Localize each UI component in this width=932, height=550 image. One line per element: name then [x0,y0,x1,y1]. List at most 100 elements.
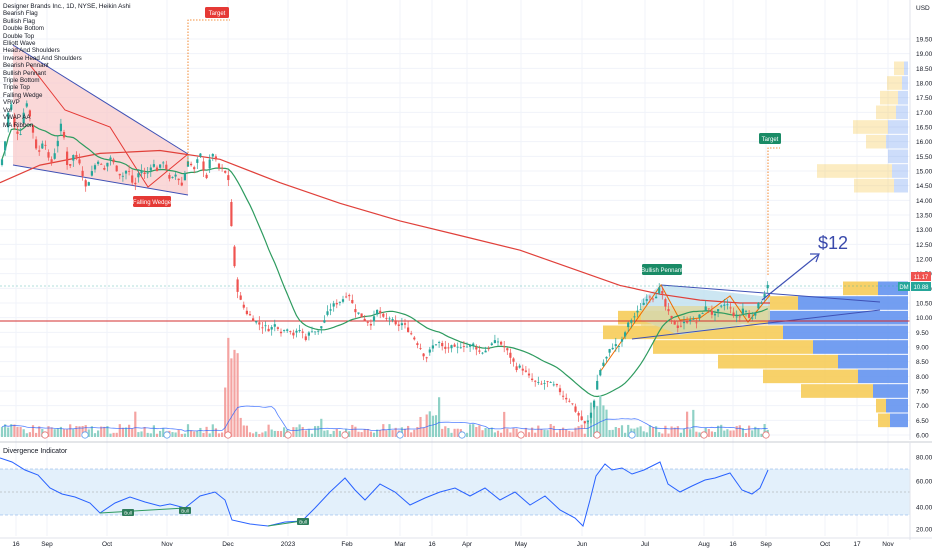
legend-item[interactable]: Triple Bottom [3,77,40,85]
event-marker[interactable] [284,431,292,439]
legend-item[interactable]: Inverse Head And Shoulders [3,54,82,62]
candle-body [357,312,360,314]
price-tick: 14.50 [916,183,932,190]
volume-bar [304,430,307,437]
divergence-indicator-title[interactable]: Divergence Indicator [3,448,68,455]
candle-body [500,341,503,345]
volume-bar [593,405,596,437]
event-marker[interactable] [396,431,404,439]
vrvp-bar-up [886,134,908,149]
candle-body [472,343,475,346]
volume-bar [757,428,760,437]
event-marker[interactable] [163,431,171,439]
volume-bar [283,427,286,437]
candle-body [124,170,128,174]
volume-bar [524,427,527,437]
volume-bar [372,432,376,437]
legend-item[interactable]: Triple Top [3,84,30,92]
volume-bar [360,432,363,437]
candle-body [109,157,112,160]
candle-body [100,163,103,165]
volume-bar [140,431,143,437]
event-marker[interactable] [700,431,708,439]
candle-body [496,341,500,343]
volume-bar [624,432,627,437]
legend-item[interactable]: Bearish Pennant [3,62,49,70]
volume-bar [35,432,38,437]
price-axis[interactable]: 6.00 6.50 7.00 7.50 8.00 8.50 9.00 9.50 10.00 10.… [916,37,932,440]
candle-body [565,397,568,400]
volume-bar [239,417,242,437]
candle-body [214,156,217,160]
volume-bar [16,426,19,437]
event-marker[interactable] [224,431,232,439]
volume-bar [741,428,744,437]
falling-wedge-shape[interactable] [13,45,188,195]
volume-bar [472,424,475,437]
event-marker[interactable] [517,431,525,439]
legend-item[interactable]: Double Top [3,32,35,40]
candle-body [407,327,410,332]
volume-bar [208,433,211,437]
event-marker[interactable] [762,431,770,439]
event-marker[interactable] [628,431,636,439]
event-marker[interactable] [593,431,601,439]
legend-item[interactable]: Bearish Flag [3,10,38,18]
legend-item[interactable]: VRVP [3,99,20,107]
vrvp-bar-down [876,398,886,413]
candle-body [283,330,286,331]
volume-bar [19,427,22,437]
chart-title[interactable]: Designer Brands Inc., 1D, NYSE, Heikin A… [3,3,131,10]
legend-item[interactable]: Bullish Pennant [3,69,46,77]
candle-body [183,173,186,181]
candle-body [431,345,434,349]
volume-bar [124,427,128,437]
candle-body [121,175,124,177]
candle-body [521,368,524,371]
candle-body [66,151,69,166]
legend-item[interactable]: Double Bottom [3,25,44,33]
candle-body [698,314,701,318]
candle-body [503,346,506,348]
vrvp-bar-up [886,398,908,413]
legend-item[interactable]: Vol [3,106,12,114]
legend-item[interactable]: Falling Wedge [3,91,43,99]
volume-bar [214,428,217,437]
price-tick: 18.50 [916,66,932,73]
candle-body [72,155,75,161]
time-axis[interactable]: 16 Sep Oct Nov Dec 2023 Feb Mar 16 Apr May Jun Jul Au… [12,541,894,548]
candle-body [465,346,469,348]
candle-body [478,350,481,352]
volume-bar [512,428,515,437]
volume-bar [248,432,252,437]
volume-bar [577,426,580,437]
volume-bar [103,426,106,437]
volume-bar [744,433,748,437]
legend-item[interactable]: Head And Shoulders [3,47,60,55]
volume-bar [255,431,258,437]
price-tick: 6.50 [916,418,929,425]
volume-bar [475,427,478,437]
volume-bar [177,429,180,437]
vrvp-bar-down [843,281,878,296]
candle-body [642,302,645,305]
candle-body [190,163,193,166]
candle-body [394,320,397,325]
event-marker[interactable] [341,431,349,439]
candle-body [413,337,416,340]
volume-bar [81,426,84,437]
legend-item[interactable]: Bullish Flag [3,17,35,25]
svg-text:Target: Target [209,11,226,17]
legend-item[interactable]: Elliott Wave [3,40,36,48]
legend-item[interactable]: MA Ribbon [3,121,34,129]
legend-item[interactable]: VWAP AA [3,114,31,122]
event-marker[interactable] [458,431,466,439]
event-marker[interactable] [81,431,89,439]
candle-body [329,309,332,311]
price-tick: 16.50 [916,125,932,132]
event-marker[interactable] [41,431,49,439]
candle-body [13,116,16,127]
wedge-wave-line [29,64,189,188]
candle-body [341,299,345,302]
